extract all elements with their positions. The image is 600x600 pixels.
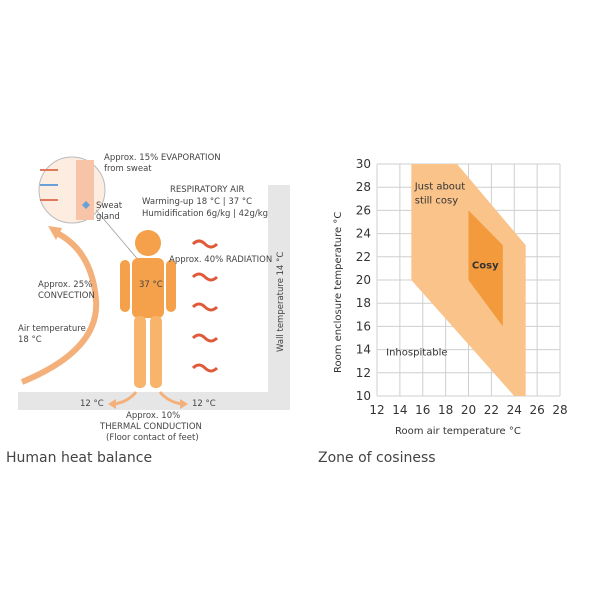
zone-label: still cosy	[415, 195, 458, 206]
chart-zone-labels: Just about still cosy Cosy Inhospitable	[386, 182, 499, 359]
body-arm-left	[120, 260, 130, 312]
y-tick-label: 14	[356, 343, 371, 357]
wavy-arrow-icon	[191, 363, 219, 373]
body-leg-left	[134, 316, 146, 388]
floor-temperature-left: 12 °C	[80, 399, 104, 409]
sweat-label: Sweat	[96, 201, 123, 211]
heat-balance-caption: Human heat balance	[6, 450, 153, 466]
chart-zones	[411, 164, 526, 396]
gland-label: gland	[96, 212, 120, 222]
radiation-arrows	[191, 239, 219, 373]
body-torso	[132, 258, 164, 318]
y-tick-label: 26	[356, 203, 371, 217]
zone-cosy	[468, 210, 503, 327]
x-tick-label: 18	[438, 403, 453, 417]
evaporation-label: Approx. 15% EVAPORATION	[104, 153, 221, 163]
zoom-pointer-line	[95, 209, 141, 263]
convection-percent: Approx. 25%	[38, 280, 92, 290]
conduction-arrow-left	[113, 391, 138, 406]
wavy-arrow-icon	[191, 272, 219, 282]
conduction-percent: Approx. 10%	[126, 411, 180, 421]
floor	[18, 392, 290, 410]
x-tick-label: 24	[507, 403, 522, 417]
wavy-arrow-icon	[191, 239, 219, 249]
conduction-label: THERMAL CONDUCTION	[99, 422, 202, 432]
x-tick-label: 16	[415, 403, 430, 417]
x-tick-label: 14	[392, 403, 407, 417]
conduction-arrowhead-right	[180, 399, 188, 409]
x-tick-label: 12	[369, 403, 384, 417]
body-arm-right	[166, 260, 176, 312]
x-tick-label: 26	[529, 403, 544, 417]
radiation-label: Approx. 40% RADIATION	[169, 255, 272, 265]
x-tick-label: 28	[552, 403, 567, 417]
cosiness-caption: Zone of cosiness	[318, 450, 436, 466]
y-tick-label: 10	[356, 389, 371, 403]
sweat-gland-icon	[82, 201, 90, 209]
body-leg-right	[150, 316, 162, 388]
convection-arrowhead	[48, 226, 62, 240]
zone-label: Just about	[414, 182, 466, 193]
y-tick-label: 24	[356, 227, 371, 241]
evaporation-sublabel: from sweat	[104, 164, 152, 174]
zone-label: Cosy	[472, 260, 499, 271]
respiratory-title: RESPIRATORY AIR	[170, 185, 244, 195]
conduction-sublabel: (Floor contact of feet)	[106, 433, 199, 443]
wavy-arrow-icon	[191, 302, 219, 312]
body-temperature: 37 °C	[139, 280, 163, 290]
y-tick-label: 18	[356, 296, 371, 310]
conduction-arrowhead-left	[108, 399, 116, 409]
respiratory-warming: Warming-up 18 °C | 37 °C	[142, 197, 252, 207]
floor-temperature-right: 12 °C	[192, 399, 216, 409]
air-temperature-label: Air temperature	[18, 324, 86, 334]
y-tick-label: 16	[356, 319, 371, 333]
wall	[268, 185, 290, 392]
wavy-arrow-icon	[191, 333, 219, 343]
y-tick-label: 30	[356, 157, 371, 171]
wall-temperature-label: Wall temperature 14 °C	[276, 252, 286, 352]
y-tick-label: 12	[356, 366, 371, 380]
respiratory-humidification: Humidification 6g/kg | 42g/kg	[142, 209, 268, 219]
x-axis-label: Room air temperature °C	[395, 426, 521, 437]
conduction-arrow-right	[158, 391, 183, 406]
x-tick-label: 22	[484, 403, 499, 417]
x-tick-label: 20	[461, 403, 476, 417]
y-tick-label: 28	[356, 180, 371, 194]
air-temperature-value: 18 °C	[18, 335, 42, 345]
y-tick-label: 20	[356, 273, 371, 287]
convection-arrow	[20, 229, 100, 385]
body-head	[135, 230, 161, 256]
y-tick-label: 22	[356, 250, 371, 264]
zone-label: Inhospitable	[386, 347, 447, 358]
convection-label: CONVECTION	[38, 291, 95, 301]
y-axis-label: Room enclosure temperature °C	[333, 212, 344, 373]
